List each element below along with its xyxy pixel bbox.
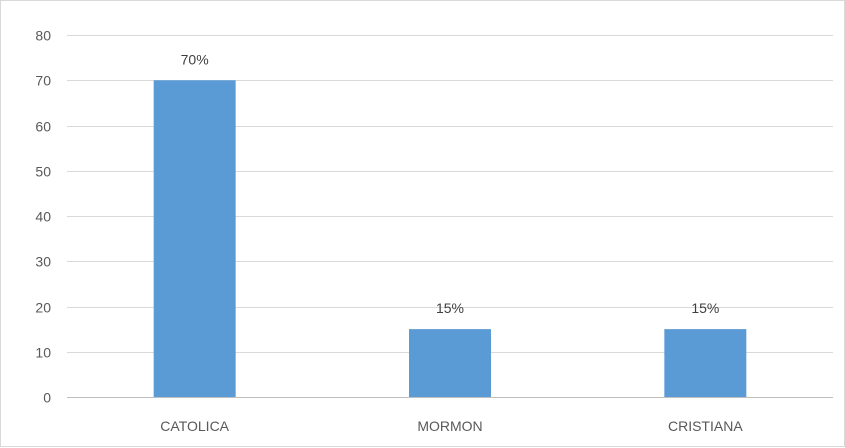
y-tick-label: 60 <box>35 119 51 135</box>
y-tick-label: 0 <box>43 390 51 406</box>
x-tick-label: MORMON <box>417 418 482 434</box>
y-tick-label: 80 <box>35 28 51 44</box>
data-label: 15% <box>691 300 719 316</box>
y-tick-label: 40 <box>35 209 51 225</box>
x-tick-label: CATOLICA <box>160 418 229 434</box>
bar-catolica <box>153 80 236 397</box>
data-labels: 70% 15% 15% <box>181 51 720 316</box>
y-tick-label: 30 <box>35 254 51 270</box>
bar-cristiana <box>664 329 747 397</box>
x-tick-label: CRISTIANA <box>668 418 743 434</box>
y-tick-label: 20 <box>35 300 51 316</box>
data-label: 15% <box>436 300 464 316</box>
y-tick-label: 70 <box>35 73 51 89</box>
y-axis-ticks: 0 10 20 30 40 50 60 70 80 <box>35 28 51 406</box>
y-tick-label: 50 <box>35 164 51 180</box>
bar-mormon <box>409 329 491 397</box>
bars <box>153 80 747 397</box>
data-label: 70% <box>181 51 209 67</box>
y-tick-label: 10 <box>35 345 51 361</box>
x-axis-ticks: CATOLICA MORMON CRISTIANA <box>160 418 743 434</box>
